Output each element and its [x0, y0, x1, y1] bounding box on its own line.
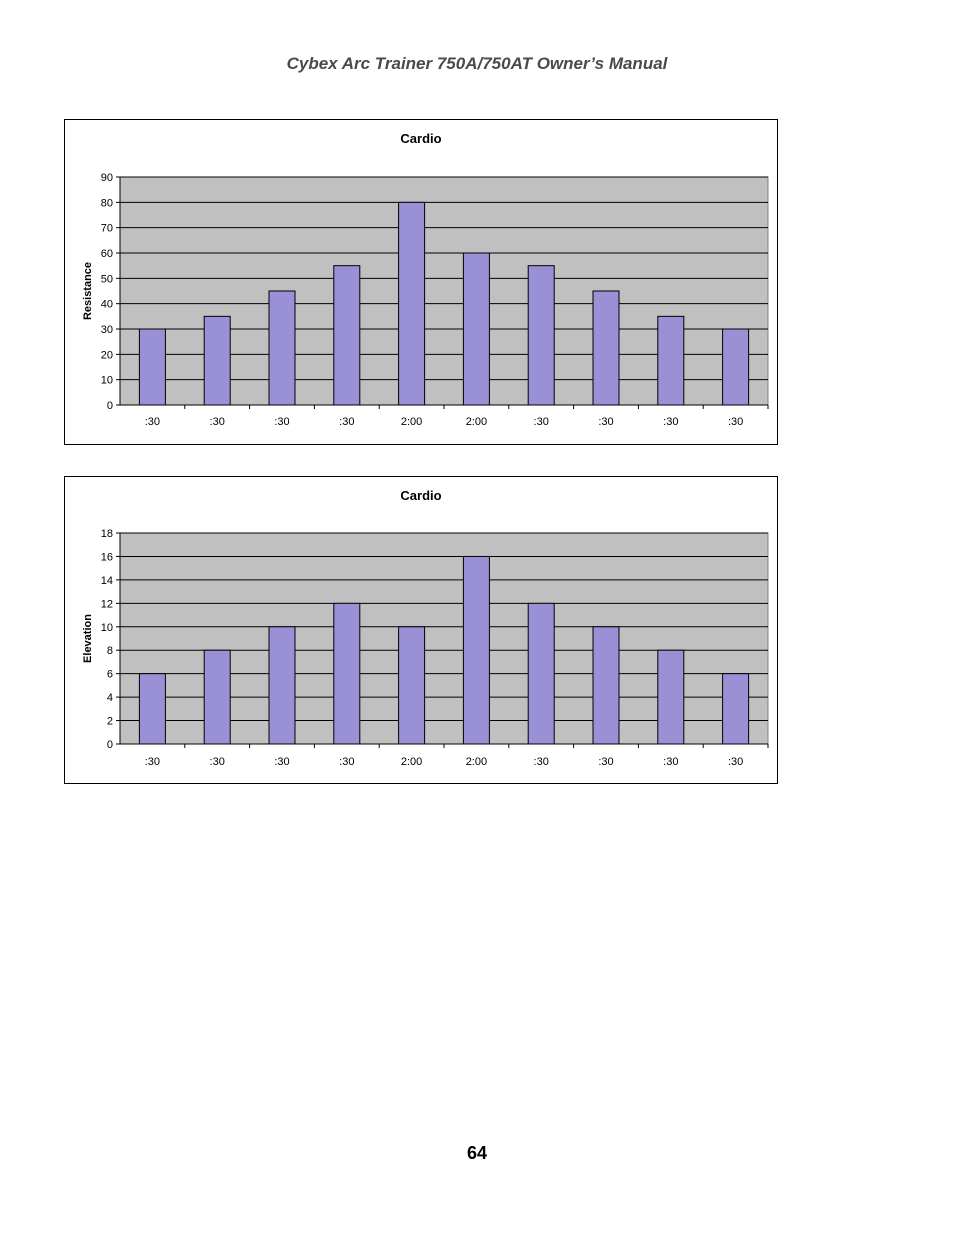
elevation-x-tick-label: :30	[598, 756, 613, 768]
resistance-bar	[333, 265, 361, 406]
resistance-y-tick-label: 20	[101, 349, 113, 361]
resistance-chart: Cardio 0 10 20 30 40 50 60 70 80 90 :30 :30 :30 :30 2:0…	[64, 119, 778, 445]
resistance-bar	[398, 201, 426, 406]
resistance-x-tick-label: :30	[145, 416, 160, 428]
resistance-bar	[203, 315, 231, 406]
resistance-chart-svg: Cardio 0 10 20 30 40 50 60 70 80 90 :30 :30 :30 :30 2:0…	[82, 131, 769, 428]
elevation-y-tick-label: 0	[107, 739, 113, 751]
elevation-x-tick-label: :30	[210, 756, 225, 768]
resistance-x-tick-label: :30	[728, 416, 743, 428]
resistance-y-tick-label: 0	[107, 400, 113, 412]
resistance-x-tick-label: :30	[210, 416, 225, 428]
page-number: 64	[466, 1143, 488, 1163]
resistance-y-tick-label: 30	[101, 324, 113, 336]
resistance-bar	[722, 328, 750, 406]
resistance-y-tick-label: 10	[101, 375, 113, 387]
elevation-x-tick-label: 2:00	[401, 756, 422, 768]
resistance-y-tick-label: 60	[101, 248, 113, 260]
resistance-bar	[527, 265, 555, 406]
elevation-bar	[268, 626, 296, 745]
resistance-bar	[657, 315, 685, 406]
resistance-x-tick-label: :30	[598, 416, 613, 428]
elevation-y-tick-label: 6	[107, 669, 113, 681]
resistance-x-tick-label: 2:00	[401, 416, 422, 428]
resistance-y-tick-label: 40	[101, 299, 113, 311]
elevation-x-tick-label: :30	[274, 756, 289, 768]
elevation-y-tick-label: 4	[107, 692, 113, 704]
elevation-bar	[138, 673, 166, 745]
elevation-chart: Cardio 0 2 4 6 8 10 12 14 16 18 :30 :30 :30 :30 2:00 2:0…	[64, 476, 778, 784]
elevation-y-tick-label: 8	[107, 645, 113, 657]
elevation-y-tick-label: 14	[101, 575, 113, 587]
elevation-bar	[203, 649, 231, 745]
elevation-x-tick-label: :30	[534, 756, 549, 768]
resistance-x-tick-label: :30	[339, 416, 354, 428]
resistance-y-tick-label: 50	[101, 273, 113, 285]
resistance-y-tick-label: 80	[101, 197, 113, 209]
elevation-y-tick-label: 10	[101, 622, 113, 634]
elevation-x-tick-label: :30	[663, 756, 678, 768]
elevation-y-tick-label: 2	[107, 716, 113, 728]
elevation-bar	[657, 649, 685, 745]
resistance-x-tick-label: 2:00	[466, 416, 487, 428]
elevation-bar	[722, 673, 750, 745]
resistance-y-tick-label: 70	[101, 223, 113, 235]
elevation-bar	[527, 602, 555, 745]
elevation-y-axis-label: Elevation	[82, 614, 94, 663]
elevation-x-tick-label: :30	[728, 756, 743, 768]
elevation-x-tick-label: :30	[145, 756, 160, 768]
resistance-y-axis-label: Resistance	[82, 262, 94, 320]
resistance-x-tick-label: :30	[663, 416, 678, 428]
elevation-chart-svg: Cardio 0 2 4 6 8 10 12 14 16 18 :30 :30 :30 :30 2:00 2:0…	[82, 488, 769, 768]
elevation-x-tick-label: 2:00	[466, 756, 487, 768]
resistance-x-tick-label: :30	[534, 416, 549, 428]
resistance-y-tick-label: 90	[101, 172, 113, 184]
elevation-bar	[592, 626, 620, 745]
elevation-bar	[462, 555, 490, 745]
elevation-bar	[398, 626, 426, 745]
elevation-y-tick-label: 18	[101, 528, 113, 540]
resistance-bar	[462, 252, 490, 406]
page-header-title: Cybex Arc Trainer 750A/750AT Owner’s Man…	[286, 54, 668, 73]
resistance-chart-title: Cardio	[400, 131, 441, 146]
elevation-y-tick-label: 12	[101, 598, 113, 610]
resistance-bar	[592, 290, 620, 406]
elevation-x-tick-label: :30	[339, 756, 354, 768]
resistance-x-tick-label: :30	[274, 416, 289, 428]
elevation-y-tick-label: 16	[101, 551, 113, 563]
resistance-bar	[138, 328, 166, 406]
elevation-chart-title: Cardio	[400, 488, 441, 503]
resistance-bar	[268, 290, 296, 406]
elevation-bar	[333, 602, 361, 745]
